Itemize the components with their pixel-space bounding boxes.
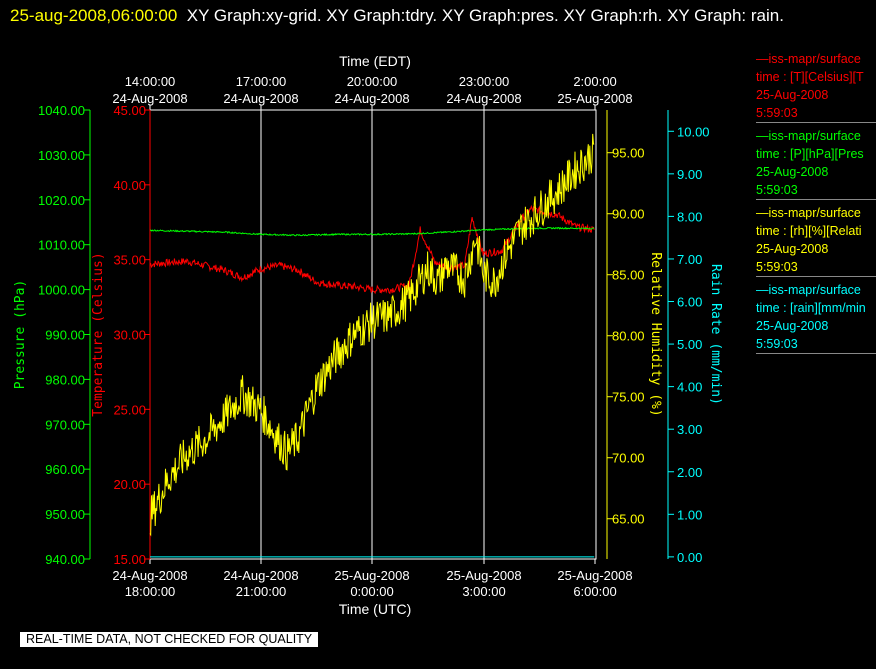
humidity-axis-tick-label: 65.00 xyxy=(612,512,645,527)
humidity-axis-tick-label: 85.00 xyxy=(612,268,645,283)
legend: —iss-mapr/surface time : [T][Celsius][T … xyxy=(756,50,876,358)
pressure-axis-tick-label: 1030.00 xyxy=(38,148,85,163)
rain-axis-tick-label: 7.00 xyxy=(677,252,702,267)
temperature-axis-title: Temperature (Celsius) xyxy=(91,252,106,416)
x-tick-label: 3:00:00 xyxy=(462,584,505,599)
x-tick-label: 2:00:00 xyxy=(573,74,616,89)
legend-source: —iss-mapr/surface xyxy=(756,283,861,297)
legend-item-temperature: —iss-mapr/surface time : [T][Celsius][T … xyxy=(756,50,876,123)
temperature-axis-tick-label: 35.00 xyxy=(113,253,146,268)
legend-source: —iss-mapr/surface xyxy=(756,129,861,143)
legend-variable: time : [P][hPa][Pres xyxy=(756,147,864,161)
temperature-axis-tick-label: 40.00 xyxy=(113,178,146,193)
rain-axis-tick-label: 5.00 xyxy=(677,337,702,352)
humidity-axis-tick-label: 75.00 xyxy=(612,390,645,405)
rain-axis-tick-label: 3.00 xyxy=(677,422,702,437)
header-timestamp: 25-aug-2008,06:00:00 xyxy=(10,6,178,25)
temperature-axis-tick-label: 20.00 xyxy=(113,477,146,492)
x-tick-label: 25-Aug-2008 xyxy=(334,568,409,583)
x-tick-label: 24-Aug-2008 xyxy=(223,568,298,583)
legend-time: 5:59:03 xyxy=(756,260,798,274)
quality-disclaimer: REAL-TIME DATA, NOT CHECKED FOR QUALITY xyxy=(20,632,319,647)
legend-item-humidity: —iss-mapr/surface time : [rh][%][Relati … xyxy=(756,204,876,277)
x-tick-label: 24-Aug-2008 xyxy=(334,91,409,106)
legend-variable: time : [rh][%][Relati xyxy=(756,224,862,238)
legend-date: 25-Aug-2008 xyxy=(756,88,829,102)
temperature-axis-tick-label: 30.00 xyxy=(113,328,146,343)
pressure-axis-tick-label: 970.00 xyxy=(45,417,85,432)
plot-frame xyxy=(149,109,597,560)
x-tick-label: 25-Aug-2008 xyxy=(446,568,521,583)
x-tick-label: 23:00:00 xyxy=(459,74,510,89)
rain-axis-tick-label: 1.00 xyxy=(677,507,702,522)
humidity-series-line xyxy=(149,133,595,537)
legend-variable: time : [T][Celsius][T xyxy=(756,70,864,84)
pressure-axis-tick-label: 1010.00 xyxy=(38,238,85,253)
x-tick-label: 24-Aug-2008 xyxy=(446,91,521,106)
pressure-axis-tick-label: 940.00 xyxy=(45,552,85,567)
rain-axis-title: Rain Rate (mm/min) xyxy=(708,264,723,405)
x-tick-label: 24-Aug-2008 xyxy=(112,91,187,106)
humidity-axis-tick-label: 80.00 xyxy=(612,329,645,344)
x-tick-label: 20:00:00 xyxy=(347,74,398,89)
x-tick-label: 21:00:00 xyxy=(236,584,287,599)
legend-time: 5:59:03 xyxy=(756,337,798,351)
pressure-axis-tick-label: 1040.00 xyxy=(38,103,85,118)
x-tick-label: 25-Aug-2008 xyxy=(557,91,632,106)
legend-time: 5:59:03 xyxy=(756,106,798,120)
pressure-axis-tick-label: 950.00 xyxy=(45,507,85,522)
legend-source: —iss-mapr/surface xyxy=(756,206,861,220)
rain-axis-tick-label: 2.00 xyxy=(677,465,702,480)
rain-axis-tick-label: 6.00 xyxy=(677,295,702,310)
rain-axis-tick-label: 0.00 xyxy=(677,550,702,565)
x-tick-label: 14:00:00 xyxy=(125,74,176,89)
legend-date: 25-Aug-2008 xyxy=(756,165,829,179)
humidity-axis-title: Relative Humidity (%) xyxy=(648,252,663,416)
x-tick-label: 18:00:00 xyxy=(125,584,176,599)
pressure-axis-tick-label: 1000.00 xyxy=(38,283,85,298)
rain-axis-tick-label: 10.00 xyxy=(677,124,710,139)
pressure-axis-tick-label: 1020.00 xyxy=(38,193,85,208)
graph-header: 25-aug-2008,06:00:00 XY Graph:xy-grid. X… xyxy=(10,2,870,29)
pressure-axis-title: Pressure (hPa) xyxy=(13,280,28,390)
x-tick-label: 24-Aug-2008 xyxy=(223,91,298,106)
x-tick-label: 6:00:00 xyxy=(573,584,616,599)
x-tick-label: 0:00:00 xyxy=(350,584,393,599)
humidity-axis-tick-label: 70.00 xyxy=(612,451,645,466)
rain-axis-tick-label: 9.00 xyxy=(677,167,702,182)
legend-variable: time : [rain][mm/min xyxy=(756,301,866,315)
humidity-axis-tick-label: 90.00 xyxy=(612,207,645,222)
temperature-axis-tick-label: 45.00 xyxy=(113,103,146,118)
pressure-axis-tick-label: 960.00 xyxy=(45,462,85,477)
legend-item-rain: —iss-mapr/surface time : [rain][mm/min 2… xyxy=(756,281,876,354)
rain-axis-tick-label: 8.00 xyxy=(677,209,702,224)
header-titles: XY Graph:xy-grid. XY Graph:tdry. XY Grap… xyxy=(186,6,784,25)
x-axis-title-bottom: Time (UTC) xyxy=(339,601,412,617)
pressure-axis-tick-label: 980.00 xyxy=(45,372,85,387)
pressure-axis-tick-label: 990.00 xyxy=(45,328,85,343)
x-tick-label: 24-Aug-2008 xyxy=(112,568,187,583)
legend-time: 5:59:03 xyxy=(756,183,798,197)
rain-axis-tick-label: 4.00 xyxy=(677,380,702,395)
legend-date: 25-Aug-2008 xyxy=(756,242,829,256)
humidity-axis-tick-label: 95.00 xyxy=(612,146,645,161)
legend-item-pressure: —iss-mapr/surface time : [P][hPa][Pres 2… xyxy=(756,127,876,200)
temperature-axis-tick-label: 15.00 xyxy=(113,552,146,567)
legend-date: 25-Aug-2008 xyxy=(756,319,829,333)
x-tick-label: 25-Aug-2008 xyxy=(557,568,632,583)
legend-source: —iss-mapr/surface xyxy=(756,52,861,66)
x-tick-label: 17:00:00 xyxy=(236,74,287,89)
x-axis-title-top: Time (EDT) xyxy=(339,53,411,69)
temperature-axis-tick-label: 25.00 xyxy=(113,402,146,417)
